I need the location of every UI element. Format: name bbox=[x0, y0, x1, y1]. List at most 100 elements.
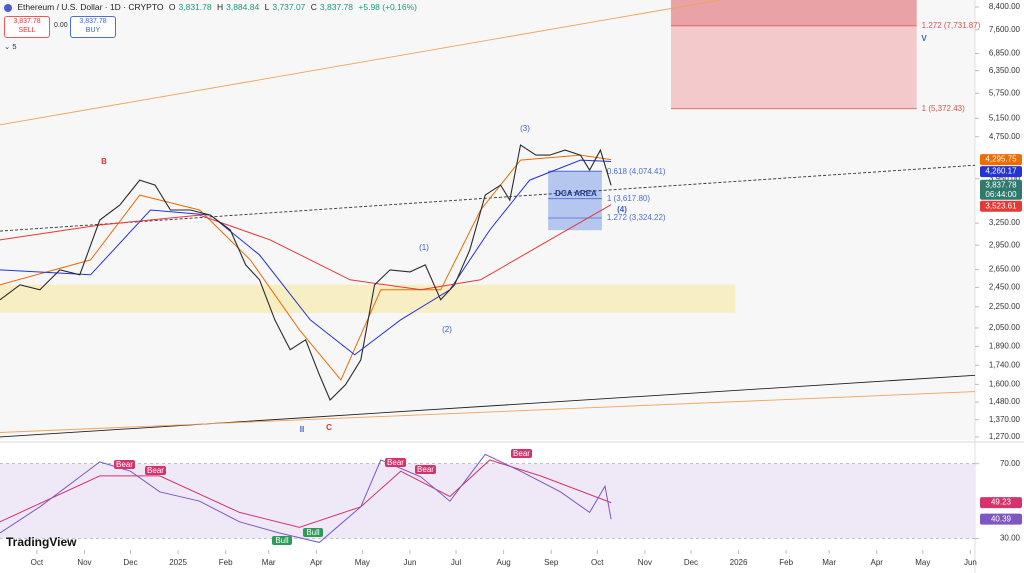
price-tag bbox=[980, 166, 1022, 178]
fib-label: 1 (3,617.80) bbox=[607, 194, 650, 203]
fib-label: 1 (5,372.43) bbox=[922, 104, 965, 113]
bull-tag: Bull bbox=[272, 536, 292, 545]
bull-tag: Bull bbox=[303, 528, 323, 537]
change: +5.98 (+0.16%) bbox=[358, 2, 417, 12]
bear-text: Bear bbox=[387, 458, 404, 467]
y-tick-label: 2,250.00 bbox=[989, 302, 1021, 311]
annotations: B (1) (2) (3) (4) C II V DCA AREA Bear B… bbox=[101, 34, 927, 545]
wave-label: II bbox=[300, 425, 304, 434]
symbol-title: Ethereum / U.S. Dollar · 1D · CRYPTO bbox=[17, 2, 164, 12]
price-tag bbox=[980, 200, 1022, 212]
y-tick-label: 4,750.00 bbox=[989, 132, 1021, 141]
zone bbox=[548, 170, 602, 231]
x-tick-label: Aug bbox=[497, 558, 511, 567]
x-tick-label: Mar bbox=[262, 558, 276, 567]
y-tick-label: 6,850.00 bbox=[989, 49, 1021, 58]
bear-text: Bear bbox=[147, 466, 164, 475]
fib-label: 1.272 (7,731.87) bbox=[922, 21, 981, 30]
price-tag-label: 4,260.17 bbox=[985, 167, 1017, 176]
price-tag-label: 3,837.78 bbox=[985, 180, 1017, 189]
bear-tag: Bear bbox=[415, 465, 436, 474]
x-tick-label: 2026 bbox=[730, 558, 748, 567]
x-tick-label: Feb bbox=[219, 558, 233, 567]
y-tick-label: 7,600.00 bbox=[989, 25, 1021, 34]
x-tick-label: Jun bbox=[404, 558, 417, 567]
bear-text: Bear bbox=[417, 465, 434, 474]
ohlc: O 3,831.78 H 3,884.84 L 3,737.07 C 3,837.78 … bbox=[169, 2, 420, 12]
y-tick-label: 8,400.00 bbox=[989, 2, 1021, 11]
series-line bbox=[0, 204, 612, 291]
y-tick-label: 1,480.00 bbox=[989, 397, 1021, 406]
bull-text: Bull bbox=[306, 528, 320, 537]
y-tick-label: 5,150.00 bbox=[989, 113, 1021, 122]
x-tick-label: Nov bbox=[77, 558, 91, 567]
y-tick-label: 2,450.00 bbox=[989, 283, 1021, 292]
y-tick-label: 6,350.00 bbox=[989, 66, 1021, 75]
ohlc-key: L bbox=[264, 2, 270, 12]
series-line bbox=[0, 453, 612, 543]
indicator-count[interactable]: ⌄ 5 bbox=[4, 42, 17, 51]
spread: 0.00 bbox=[54, 22, 68, 29]
wave-label: B bbox=[101, 157, 107, 166]
x-tick-label: Jul bbox=[451, 558, 461, 567]
symbol-icon bbox=[4, 3, 12, 12]
y-tick-label: 70.00 bbox=[1000, 459, 1021, 468]
price-tag-label: 40.39 bbox=[991, 514, 1012, 523]
bear-tag: Bear bbox=[114, 460, 135, 469]
fib-label: 0.618 (4,074.41) bbox=[607, 167, 666, 176]
symbol-header: Ethereum / U.S. Dollar · 1D · CRYPTO O 3,… bbox=[4, 2, 423, 12]
price-tag-label: 49.23 bbox=[991, 498, 1012, 507]
price-tag bbox=[980, 497, 1022, 509]
x-tick-label: Nov bbox=[638, 558, 652, 567]
x-tick-label: Mar bbox=[822, 558, 836, 567]
x-tick-label: Jun bbox=[964, 558, 977, 567]
bear-text: Bear bbox=[513, 449, 530, 458]
price-tag bbox=[980, 179, 1022, 200]
buy-label: BUY bbox=[85, 27, 101, 34]
sell-button[interactable]: 3,837.78 SELL bbox=[4, 16, 50, 38]
trendline bbox=[0, 391, 976, 433]
price-tag-label: 4,295.75 bbox=[985, 155, 1017, 164]
trendline bbox=[0, 0, 721, 126]
rsi-band bbox=[0, 463, 975, 539]
series-line bbox=[0, 144, 612, 401]
wave-label: C bbox=[326, 423, 332, 432]
x-tick-label: May bbox=[355, 558, 370, 567]
x-tick-label: Oct bbox=[591, 558, 604, 567]
bear-tag: Bear bbox=[145, 466, 166, 475]
trendline bbox=[0, 164, 976, 232]
ohlc-key: O bbox=[168, 2, 176, 12]
ohlc-key: C bbox=[310, 2, 317, 12]
price-tag bbox=[980, 513, 1022, 525]
y-tick-label: 2,050.00 bbox=[989, 323, 1021, 332]
y-tick-label: 2,650.00 bbox=[989, 265, 1021, 274]
x-tick-label: May bbox=[915, 558, 930, 567]
x-tick-label: Sep bbox=[544, 558, 559, 567]
countdown: 06:44:00 bbox=[985, 190, 1017, 199]
x-tick-label: 2025 bbox=[169, 558, 187, 567]
ohlc-value: 3,884.84 bbox=[226, 2, 260, 12]
wave-label: (2) bbox=[442, 325, 452, 334]
ohlc-value: 3,737.07 bbox=[272, 2, 306, 12]
x-tick-label: Apr bbox=[871, 558, 884, 567]
y-tick-label: 2,950.00 bbox=[989, 240, 1021, 249]
y-tick-label: 5,750.00 bbox=[989, 88, 1021, 97]
trendline bbox=[0, 374, 976, 438]
y-tick-label: 3,250.00 bbox=[989, 218, 1021, 227]
y-tick-label: 1,370.00 bbox=[989, 415, 1021, 424]
y-tick-label: 1,600.00 bbox=[989, 379, 1021, 388]
buy-button[interactable]: 3,837.78 BUY bbox=[70, 16, 116, 38]
series-line bbox=[0, 159, 612, 356]
ohlc-key: H bbox=[216, 2, 224, 12]
y-tick-label: 3,950.00 bbox=[989, 174, 1021, 183]
y-tick-label: 1,270.00 bbox=[989, 432, 1021, 441]
wave-label: (4) bbox=[617, 205, 627, 214]
y-tick-label: 1,740.00 bbox=[989, 360, 1021, 369]
bear-tag: Bear bbox=[511, 449, 532, 458]
buy-price: 3,837.78 bbox=[79, 18, 107, 25]
x-tick-label: Dec bbox=[123, 558, 137, 567]
bull-text: Bull bbox=[275, 536, 289, 545]
sell-label: SELL bbox=[18, 27, 36, 34]
